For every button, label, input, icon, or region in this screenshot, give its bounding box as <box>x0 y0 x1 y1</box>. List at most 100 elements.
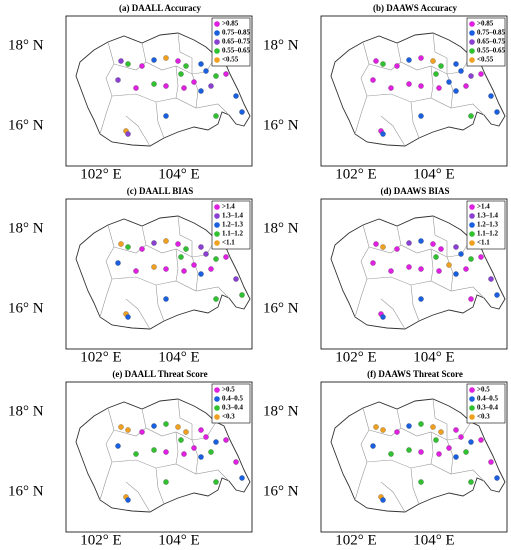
station-dot <box>388 85 394 91</box>
station-dot <box>233 93 239 99</box>
province-border <box>99 41 115 135</box>
station-dot <box>488 459 494 465</box>
lat-label: 16° N <box>8 483 44 499</box>
station-dot <box>488 276 494 282</box>
province-border <box>410 467 420 505</box>
station-dot <box>446 262 452 268</box>
province-border <box>432 398 448 440</box>
legend-label: >0.5 <box>222 386 235 394</box>
station-dot <box>468 256 474 262</box>
station-dot <box>133 85 139 91</box>
station-dot <box>125 314 131 320</box>
lat-label: 18° N <box>8 37 44 53</box>
station-dot <box>163 449 169 455</box>
legend-label: >0.85 <box>222 20 239 28</box>
station-dot <box>133 268 139 274</box>
station-dot <box>494 292 500 298</box>
province-border <box>366 276 485 299</box>
station-dot <box>213 439 219 445</box>
station-dot <box>213 296 219 302</box>
station-dot <box>494 109 500 115</box>
station-dot <box>163 238 169 244</box>
station-dot <box>463 266 469 272</box>
station-dot <box>373 58 379 64</box>
map-frame <box>65 381 253 533</box>
province-border <box>432 32 448 74</box>
legend-swatch <box>469 414 475 420</box>
legend-label: >1.4 <box>477 203 490 211</box>
lat-label: 18° N <box>8 220 44 236</box>
station-dot <box>394 429 400 435</box>
station-dot <box>151 264 157 270</box>
station-dot <box>203 434 209 440</box>
station-dot <box>418 479 424 485</box>
legend-swatch <box>214 231 220 237</box>
province-border <box>175 248 179 282</box>
legend-swatch <box>469 240 475 246</box>
lon-label: 102° E <box>335 349 376 365</box>
map-panel: (a) DAALL Accuracy >0.850.75–0.850.65–0.7… <box>8 3 253 182</box>
legend-label: <0.3 <box>477 413 490 421</box>
lon-label: 104° E <box>413 349 454 365</box>
province-border <box>155 101 165 139</box>
station-dot <box>453 271 459 277</box>
station-dot <box>213 113 219 119</box>
station-dot <box>151 81 157 87</box>
legend-label: 0.4–0.5 <box>222 395 244 403</box>
map-frame <box>65 15 253 167</box>
station-dot <box>118 424 124 430</box>
station-dot <box>151 447 157 453</box>
province-border <box>446 73 454 109</box>
station-dot <box>181 268 187 274</box>
station-dot <box>213 479 219 485</box>
station-dot <box>139 246 145 252</box>
map-frame <box>320 15 508 167</box>
station-dot <box>178 71 184 77</box>
legend-label: 0.55–0.65 <box>222 47 251 55</box>
station-dot <box>436 85 442 91</box>
legend-swatch <box>469 387 475 393</box>
province-border <box>175 65 179 99</box>
station-dot <box>418 238 424 244</box>
station-dot <box>208 266 214 272</box>
station-dot <box>139 429 145 435</box>
region-outline <box>75 398 251 513</box>
station-dot <box>198 61 204 67</box>
station-dot <box>151 423 157 429</box>
station-dot <box>406 240 412 246</box>
panel-title: (f) DAAWS Threat Score <box>367 369 463 379</box>
region-outline <box>75 215 251 330</box>
station-dot <box>438 246 444 252</box>
legend-label: 0.3–0.4 <box>222 404 244 412</box>
map-panel: (f) DAAWS Threat Score >0.50.4–0.50.3–0.4… <box>263 369 508 548</box>
legend-swatch <box>214 387 220 393</box>
province-border <box>155 467 165 505</box>
station-dot <box>223 254 229 260</box>
legend-label: <0.55 <box>222 56 239 64</box>
station-dot <box>436 268 442 274</box>
station-dot <box>115 443 121 449</box>
station-dot <box>468 439 474 445</box>
lat-label: 16° N <box>263 483 299 499</box>
map-area <box>330 398 506 513</box>
station-dot <box>183 429 189 435</box>
province-border <box>354 41 370 135</box>
station-dot <box>239 292 245 298</box>
map-frame <box>320 198 508 350</box>
map-area <box>330 215 506 330</box>
station-dot <box>139 63 145 69</box>
map-area <box>75 215 251 330</box>
station-dot <box>458 434 464 440</box>
legend-label: 0.75–0.85 <box>222 29 251 37</box>
legend-swatch <box>214 414 220 420</box>
station-dot <box>433 437 439 443</box>
station-dot <box>380 427 386 433</box>
province-border <box>175 431 179 465</box>
station-dot <box>494 475 500 481</box>
station-dot <box>151 57 157 63</box>
station-dot <box>233 276 239 282</box>
legend-swatch <box>469 405 475 411</box>
station-dot <box>198 427 204 433</box>
legend-label: >0.85 <box>477 20 494 28</box>
station-dot <box>163 421 169 427</box>
